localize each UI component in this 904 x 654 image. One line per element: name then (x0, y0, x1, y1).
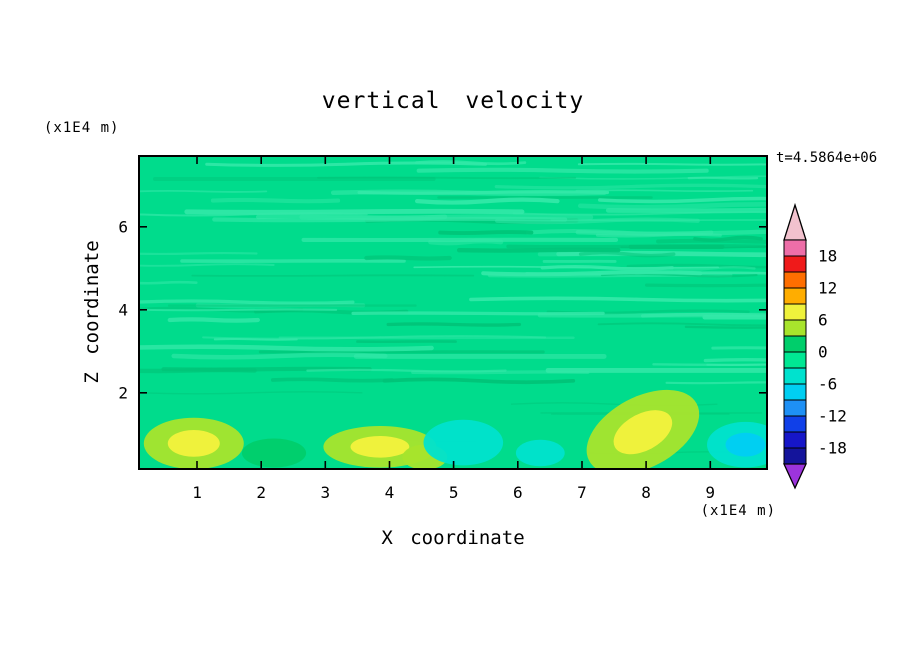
colorbar-tick-label: 18 (818, 246, 838, 266)
x-axis-unit: (x1E4 m) (700, 503, 776, 519)
contour-feature (515, 439, 565, 467)
colorbar-under-arrow (782, 463, 808, 490)
colorbar-segment (783, 399, 807, 417)
z-axis-label: Z coordinate (81, 240, 103, 384)
colorbar-over-arrow (783, 202, 807, 241)
x-tick-label: 7 (577, 483, 587, 502)
colorbar-tick-label: -12 (818, 406, 847, 426)
colorbar-segment (783, 239, 807, 257)
colorbar-tick-label: 6 (818, 310, 828, 330)
colorbar-tick-label: -18 (818, 438, 847, 458)
x-tick-label: 3 (320, 483, 331, 502)
x-tick-label: 4 (384, 483, 395, 502)
z-tick-label: 4 (118, 300, 128, 320)
colorbar-segment (783, 351, 807, 369)
colorbar-segment (783, 335, 807, 353)
colorbar-segment (783, 271, 807, 289)
colorbar-segment (783, 383, 807, 401)
colorbar (782, 200, 808, 492)
plot-area (119, 155, 904, 475)
z-axis-unit: (x1E4 m) (44, 120, 120, 136)
x-tick-label: 6 (512, 483, 523, 502)
colorbar-tick-label: 12 (818, 278, 838, 298)
colorbar-segment (783, 319, 807, 337)
colorbar-svg (782, 202, 808, 490)
colorbar-segment (783, 447, 807, 465)
x-tick-label: 1 (192, 483, 202, 502)
colorbar-tick-label: -6 (818, 374, 838, 394)
contour-feature (241, 438, 307, 468)
colorbar-segment (783, 431, 807, 449)
x-tick-label: 5 (448, 483, 459, 502)
colorbar-segment (783, 287, 807, 305)
colorbar-segment (783, 303, 807, 321)
contour-field (119, 155, 904, 475)
contour-feature (423, 419, 504, 466)
contour-feature-core (725, 432, 766, 457)
colorbar-segment (783, 415, 807, 433)
time-annotation: t=4.5864e+06 (776, 150, 878, 166)
figure-title: vertical velocity (321, 88, 585, 114)
contour-feature-core (350, 436, 410, 458)
x-tick-label: 2 (256, 483, 266, 502)
z-tick-label: 6 (118, 217, 128, 237)
x-tick-label: 8 (641, 483, 651, 502)
z-tick-label: 2 (118, 383, 128, 403)
colorbar-segment (783, 255, 807, 273)
contour-feature-core (613, 410, 673, 455)
colorbar-segment (783, 367, 807, 385)
colorbar-tick-label: 0 (818, 342, 828, 362)
x-axis-label: X coordinate (381, 527, 525, 549)
x-tick-label: 9 (705, 483, 716, 502)
contour-feature-core (167, 430, 220, 457)
